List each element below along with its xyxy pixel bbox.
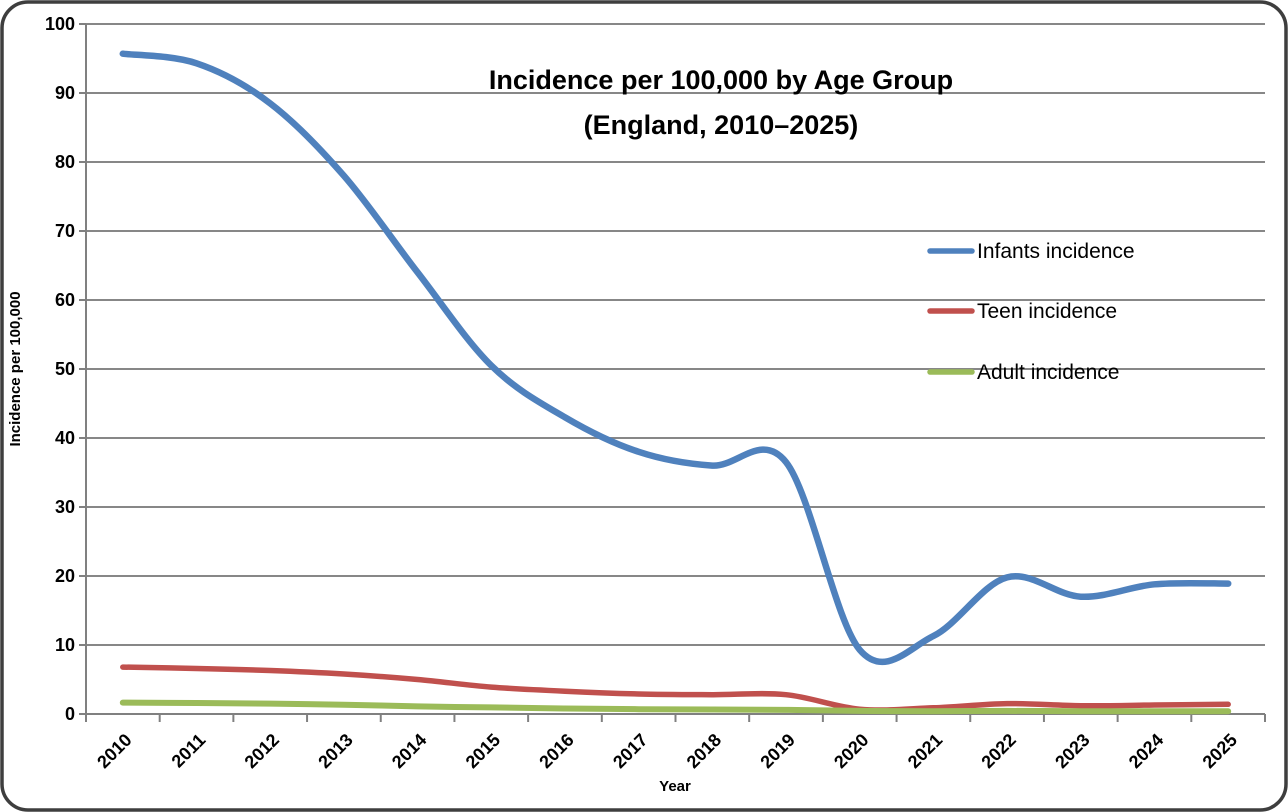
series-lines xyxy=(119,50,1232,715)
series-line-infants xyxy=(119,50,1232,666)
y-tick-label: 70 xyxy=(55,221,75,241)
legend-entry-teen: Teen incidence xyxy=(927,300,1117,323)
legend-label-adult: Adult incidence xyxy=(977,361,1119,384)
gridlines xyxy=(86,23,1265,646)
legend: Infants incidence Teen incidence Adult i… xyxy=(927,240,1135,384)
y-tick-label: 20 xyxy=(55,566,75,586)
y-tick-label: 80 xyxy=(55,152,75,172)
y-tick-label: 60 xyxy=(55,290,75,310)
y-axis-labels: 0 10 20 30 40 50 60 70 80 90 100 xyxy=(45,14,75,724)
legend-label-teen: Teen incidence xyxy=(977,300,1117,323)
y-tick-label: 10 xyxy=(55,635,75,655)
x-tick-marks xyxy=(85,714,1266,722)
y-tick-label: 90 xyxy=(55,83,75,103)
y-tick-label: 0 xyxy=(65,704,75,724)
y-tick-label: 30 xyxy=(55,497,75,517)
series-line-adult xyxy=(119,699,1232,715)
y-tick-label: 50 xyxy=(55,359,75,379)
x-axis-title: Year xyxy=(659,778,691,795)
legend-label-infants: Infants incidence xyxy=(977,240,1135,263)
chart-title-line2: (England, 2010–2025) xyxy=(584,110,859,140)
legend-entry-infants: Infants incidence xyxy=(927,240,1135,263)
y-axis-title: Incidence per 100,000 xyxy=(7,291,24,446)
y-tick-label: 100 xyxy=(45,14,75,34)
series-line-teen xyxy=(120,664,1231,713)
y-tick-label: 40 xyxy=(55,428,75,448)
legend-entry-adult: Adult incidence xyxy=(927,361,1119,384)
chart-title-line1: Incidence per 100,000 by Age Group xyxy=(489,65,953,95)
y-tick-marks xyxy=(79,23,86,715)
